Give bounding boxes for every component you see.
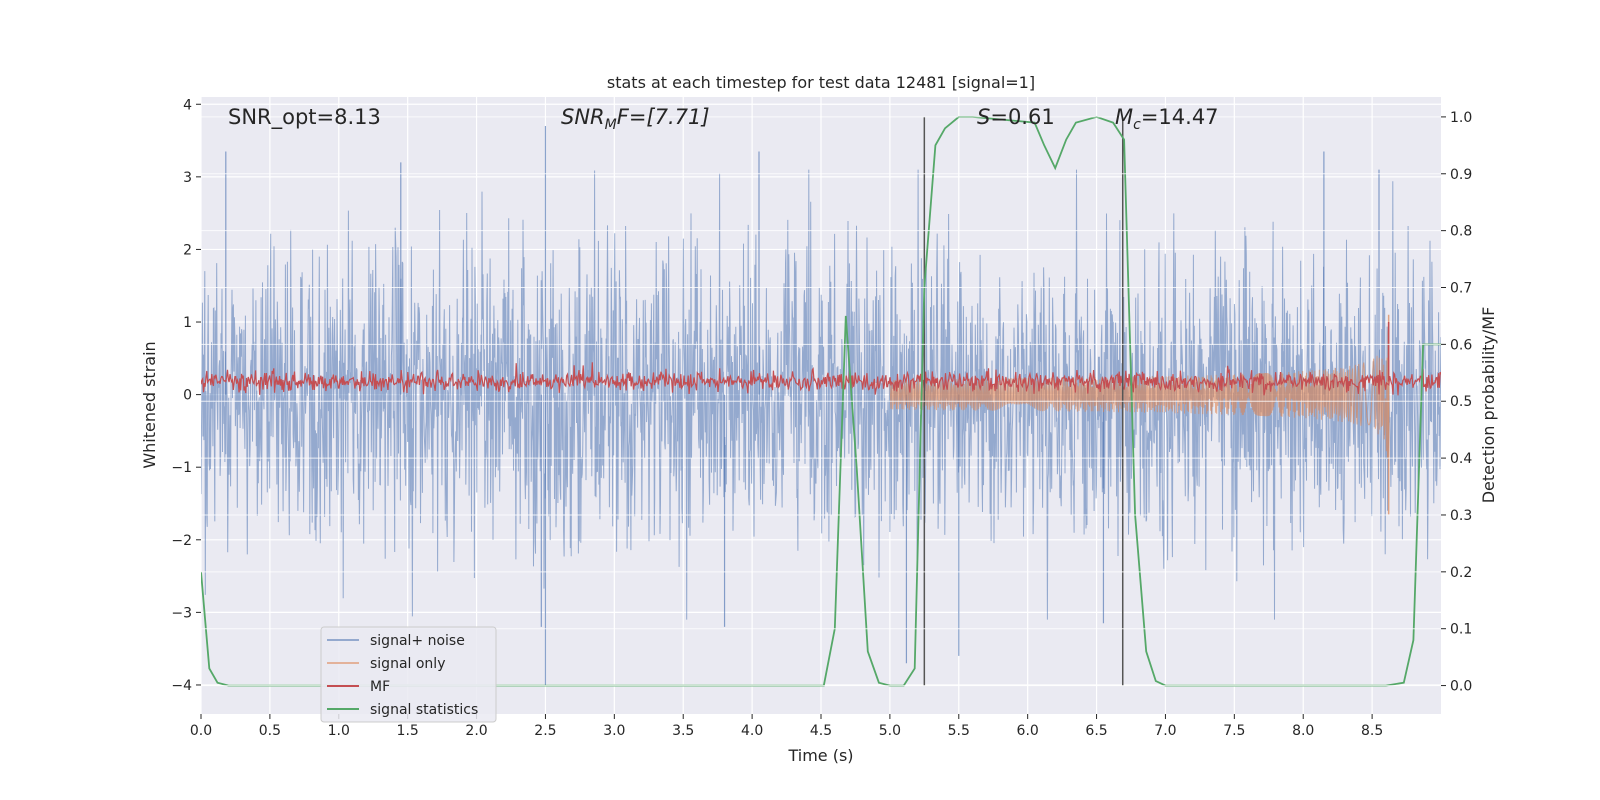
- noise-trace: [201, 169, 1441, 620]
- y2-tick-label: 0.3: [1450, 508, 1472, 524]
- x-tick-label: 0.5: [259, 723, 281, 739]
- x-tick-label: 5.5: [948, 723, 970, 739]
- y-tick-label: 1: [183, 315, 192, 331]
- annotation-snr-mf-tail: F=[7.71]: [617, 105, 710, 129]
- x-tick-label: 6.5: [1085, 723, 1107, 739]
- x-tick-label: 4.5: [810, 723, 832, 739]
- mf-trace: [201, 362, 1441, 396]
- x-tick-label: 3.5: [672, 723, 694, 739]
- legend-label-noise: signal+ noise: [370, 633, 465, 649]
- x-tick-label: 3.0: [603, 723, 625, 739]
- annotation-snr-opt: SNR_opt=8.13: [228, 105, 381, 130]
- x-tick-label: 6.0: [1017, 723, 1039, 739]
- y2-tick-label: 0.7: [1450, 281, 1472, 297]
- x-axis-label: Time (s): [787, 746, 853, 765]
- y2-tick-label: 1.0: [1450, 110, 1472, 126]
- y2-tick-label: 0.0: [1450, 679, 1472, 695]
- x-tick-label: 0.0: [190, 723, 212, 739]
- y-tick-label: −4: [171, 678, 192, 694]
- annotation-mc-main: M: [1115, 105, 1133, 129]
- y2-tick-label: 0.9: [1450, 167, 1472, 183]
- annotation-s: S=0.61: [977, 105, 1055, 129]
- legend: signal+ noise signal only MF signal stat…: [320, 626, 497, 723]
- legend-label-stat: signal statistics: [370, 702, 478, 718]
- y2-axis-label: Detection probability/MF: [1479, 307, 1498, 504]
- annotation-mc-tail: =14.47: [1141, 105, 1219, 129]
- x-tick-label: 7.0: [1154, 723, 1176, 739]
- x-tick-label: 2.5: [534, 723, 556, 739]
- y2-tick-label: 0.1: [1450, 622, 1472, 638]
- annotation-mc-sub: c: [1133, 117, 1141, 133]
- y-tick-label: −3: [171, 605, 192, 621]
- x-tick-label: 8.5: [1361, 723, 1383, 739]
- annotation-mc: Mc=14.47: [1115, 105, 1219, 133]
- y-tick-label: 2: [183, 242, 192, 258]
- x-tick-label: 8.0: [1292, 723, 1314, 739]
- y-tick-label: −2: [171, 533, 192, 549]
- y2-tick-label: 0.4: [1450, 451, 1472, 467]
- annotation-s-tail: =0.61: [990, 105, 1054, 129]
- x-tick-label: 1.0: [328, 723, 350, 739]
- chart-title: stats at each timestep for test data 124…: [607, 73, 1035, 92]
- legend-label-mf: MF: [370, 679, 390, 695]
- legend-label-signal: signal only: [370, 656, 445, 672]
- x-tick-label: 5.0: [879, 723, 901, 739]
- y2-tick-label: 0.8: [1450, 224, 1472, 240]
- series-mf: [201, 322, 1441, 396]
- y-tick-label: 4: [183, 97, 192, 113]
- y-tick-label: −1: [171, 460, 192, 476]
- annotation-s-main: S: [977, 105, 990, 129]
- y-tick-label: 0: [183, 388, 192, 404]
- x-axis-ticks: 0.0 0.5 1.0 1.5 2.0 2.5 3.0 3.5 4.0 4.5 5.0 5.5 6.0 6…: [190, 714, 1383, 739]
- y-tick-label: 3: [183, 170, 192, 186]
- annotation-snr-mf-main: SNR: [561, 105, 605, 129]
- y2-axis-ticks: 1.0 0.9 0.8 0.7 0.6 0.5 0.4 0.3 0.2 0.1 0.0: [1441, 110, 1472, 695]
- y-axis-label: Whitened strain: [140, 341, 159, 468]
- y2-tick-label: 0.6: [1450, 337, 1472, 353]
- x-tick-label: 7.5: [1223, 723, 1245, 739]
- y2-tick-label: 0.2: [1450, 565, 1472, 581]
- y2-tick-label: 0.5: [1450, 394, 1472, 410]
- series-signal-noise: [201, 126, 1441, 685]
- legend-box: [320, 626, 497, 723]
- annotation-snr-mf-sub: M: [605, 117, 617, 133]
- annotation-snr-mf: SNRMF=[7.71]: [561, 105, 710, 133]
- y-axis-ticks: 4 3 2 1 0 −1 −2 −3 −4: [171, 97, 201, 694]
- x-tick-label: 2.0: [465, 723, 487, 739]
- x-tick-label: 4.0: [741, 723, 763, 739]
- x-tick-label: 1.5: [397, 723, 419, 739]
